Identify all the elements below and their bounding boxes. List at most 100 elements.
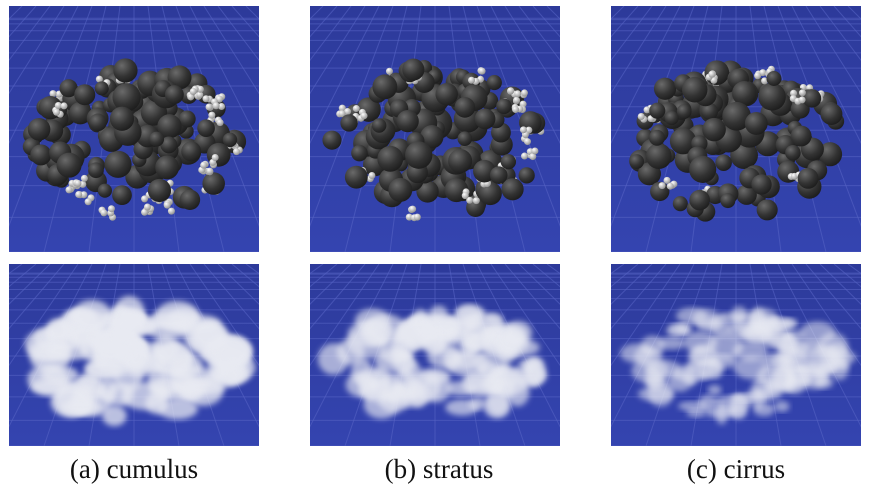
caption: (c) cirrus: [687, 454, 785, 484]
caption: (a) cumulus: [70, 454, 198, 484]
caption: (b) stratus: [385, 454, 494, 484]
cloud-puff: [504, 321, 532, 345]
sphere: [629, 154, 644, 169]
grid-line: [0, 6, 8, 252]
cloud-puff: [399, 319, 437, 347]
sphere: [414, 214, 421, 221]
sphere: [85, 198, 92, 205]
sphere: [148, 179, 171, 202]
sphere: [521, 89, 528, 96]
cloud-puff: [716, 403, 728, 424]
cloud-puff: [85, 359, 129, 379]
sphere: [203, 95, 210, 102]
sphere: [458, 131, 473, 146]
cloud-puff: [462, 373, 502, 397]
sphere: [74, 180, 81, 187]
sphere: [689, 190, 710, 211]
sphere: [682, 77, 708, 103]
cloud-puff: [193, 321, 227, 349]
cloud-puff: [94, 339, 127, 362]
cloud-puff: [445, 399, 479, 415]
sphere: [74, 84, 95, 105]
sphere: [766, 71, 781, 86]
sphere: [351, 145, 368, 162]
sphere: [758, 83, 786, 111]
sphere: [190, 88, 197, 95]
sphere: [708, 71, 715, 78]
cloud-puff: [708, 385, 722, 395]
sphere: [88, 162, 104, 178]
sphere: [715, 154, 732, 171]
sphere: [53, 109, 60, 116]
sphere: [520, 126, 527, 133]
sphere: [448, 149, 472, 173]
sphere: [754, 72, 761, 79]
sphere: [649, 130, 665, 146]
sphere: [81, 175, 88, 182]
sphere: [785, 145, 801, 161]
sphere: [98, 184, 112, 198]
figure: (a) cumulus (b) stratus (c) cirrus: [0, 0, 869, 491]
sphere: [521, 153, 528, 160]
cloud-puff: [102, 406, 126, 427]
sphere: [397, 110, 419, 132]
cloud-puff: [113, 314, 148, 339]
sphere: [353, 105, 360, 112]
sphere: [524, 138, 531, 145]
sphere: [155, 156, 179, 180]
sphere: [113, 58, 137, 82]
sphere: [322, 131, 341, 150]
cloud-puff: [706, 359, 724, 379]
cloud-puff: [484, 313, 503, 325]
sphere: [57, 153, 82, 178]
sphere: [386, 68, 393, 75]
sphere: [664, 177, 671, 184]
sphere: [181, 141, 201, 161]
cloud-puff: [673, 365, 705, 383]
sphere: [200, 162, 207, 169]
sphere: [164, 202, 171, 209]
sphere: [462, 192, 469, 199]
sphere: [507, 87, 514, 94]
sphere: [702, 118, 726, 142]
cloud-puff: [799, 321, 835, 344]
sphere: [513, 97, 520, 104]
cloud-puff: [658, 337, 686, 349]
cloud-puff: [634, 346, 662, 366]
sphere: [28, 118, 51, 141]
sphere: [799, 96, 806, 103]
sphere: [180, 190, 200, 210]
sphere: [791, 126, 812, 147]
cloud-puff: [774, 401, 789, 412]
sphere: [496, 99, 512, 115]
sphere: [30, 144, 51, 165]
sphere: [377, 146, 403, 172]
sphere: [409, 206, 416, 213]
grid-line: [862, 264, 869, 446]
sphere: [479, 68, 486, 75]
sphere: [149, 132, 164, 147]
cloud-puff: [408, 379, 428, 407]
cloud-puff: [745, 388, 782, 401]
sphere: [206, 168, 213, 175]
sphere: [519, 167, 535, 183]
sphere: [689, 156, 716, 183]
sphere: [514, 90, 521, 97]
sphere: [213, 102, 220, 109]
sphere: [646, 143, 672, 169]
cloud-puff: [47, 318, 71, 343]
cloud-puff: [417, 368, 451, 383]
sphere: [673, 196, 688, 211]
sphere: [475, 108, 496, 129]
cloud-puff: [696, 317, 723, 331]
cloud-puff: [346, 328, 386, 358]
sphere: [388, 178, 412, 202]
sphere: [233, 148, 240, 155]
cloud-puff: [753, 403, 774, 417]
sphere: [217, 119, 224, 126]
sphere: [108, 205, 115, 212]
sphere: [372, 74, 397, 99]
sphere: [61, 102, 68, 109]
panels: [0, 6, 869, 446]
cloud-puff: [731, 306, 747, 324]
